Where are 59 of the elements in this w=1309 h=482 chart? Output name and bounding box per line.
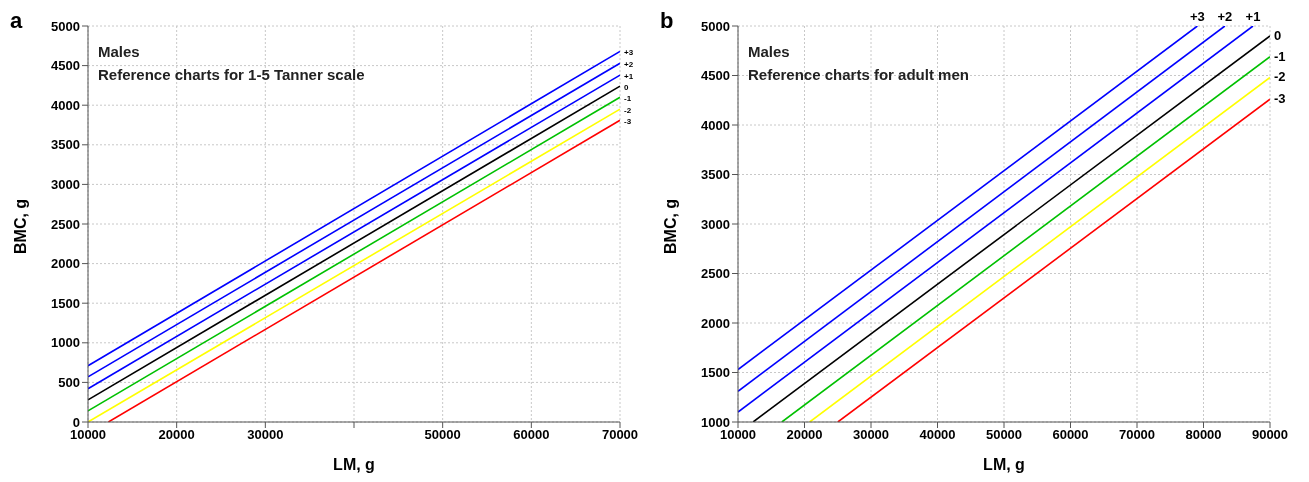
x-tick-label: 60000 — [513, 427, 550, 443]
y-tick-label: 0 — [72, 414, 80, 430]
x-tick-label: 90000 — [1251, 427, 1289, 443]
x-axis-title: LM, g — [333, 456, 375, 473]
series-label: +1 — [1245, 9, 1261, 24]
y-tick-label: 1500 — [51, 295, 80, 311]
y-tick-label: 3500 — [701, 167, 730, 183]
y-tick-label: 5000 — [701, 18, 730, 34]
series-label: -3 — [624, 117, 632, 127]
y-tick-label: 2000 — [701, 315, 730, 331]
y-tick-label: 4000 — [701, 117, 730, 133]
y-tick-label: 2000 — [51, 256, 80, 272]
series-label: +1 — [624, 72, 634, 82]
y-tick-label: 5000 — [51, 18, 80, 34]
series-label: 0 — [624, 83, 629, 93]
x-tick-label: 50000 — [985, 427, 1023, 443]
y-tick-label: 3000 — [51, 177, 80, 193]
x-tick-label: 70000 — [1118, 427, 1156, 443]
series-label: +3 — [1189, 9, 1205, 24]
x-tick-label: 20000 — [158, 427, 195, 443]
y-tick-label: 1000 — [701, 414, 730, 430]
series-label: -3 — [1274, 91, 1286, 107]
y-tick-label: 2500 — [701, 266, 730, 282]
y-tick-label: 1500 — [701, 365, 730, 381]
annotation: Males — [748, 42, 791, 62]
series-label: 0 — [1274, 27, 1282, 43]
y-tick-label: 1000 — [51, 335, 80, 351]
x-tick-label: 20000 — [786, 427, 823, 443]
x-tick-label: 10000 — [719, 427, 757, 443]
y-axis-title: BMC, g — [661, 198, 679, 254]
y-tick-label: 2500 — [51, 216, 80, 232]
annotation: Males — [98, 42, 141, 62]
x-tick-label: 50000 — [424, 427, 461, 443]
series-label: -1 — [1274, 48, 1286, 64]
y-tick-label: 4500 — [51, 58, 80, 74]
y-axis-title: BMC, g — [11, 198, 29, 254]
series-label: -1 — [624, 94, 632, 104]
x-tick-label: 70000 — [601, 427, 639, 443]
series-label: +2 — [1217, 9, 1233, 24]
series-label: -2 — [1274, 69, 1286, 85]
x-tick-label: 80000 — [1185, 427, 1222, 443]
x-axis-title: LM, g — [983, 456, 1025, 473]
series-label: -2 — [624, 106, 632, 116]
chart-title: b — [660, 8, 674, 34]
x-tick-label: 40000 — [919, 427, 956, 443]
x-tick-label: 60000 — [1052, 427, 1089, 443]
y-tick-label: 4500 — [701, 68, 730, 84]
y-tick-label: 500 — [58, 375, 80, 391]
annotation: Reference charts for 1-5 Tanner scale — [98, 65, 365, 85]
chart-title: a — [10, 8, 23, 34]
x-tick-label: 30000 — [247, 427, 284, 443]
x-tick-label: 30000 — [852, 427, 890, 443]
y-tick-label: 4000 — [51, 97, 80, 113]
annotation: Reference charts for adult men — [748, 65, 969, 85]
series-label: +3 — [624, 48, 634, 58]
y-tick-label: 3500 — [51, 137, 80, 153]
x-tick-label: 10000 — [69, 427, 107, 443]
series-label: +2 — [624, 60, 634, 70]
y-tick-label: 3000 — [701, 216, 730, 232]
